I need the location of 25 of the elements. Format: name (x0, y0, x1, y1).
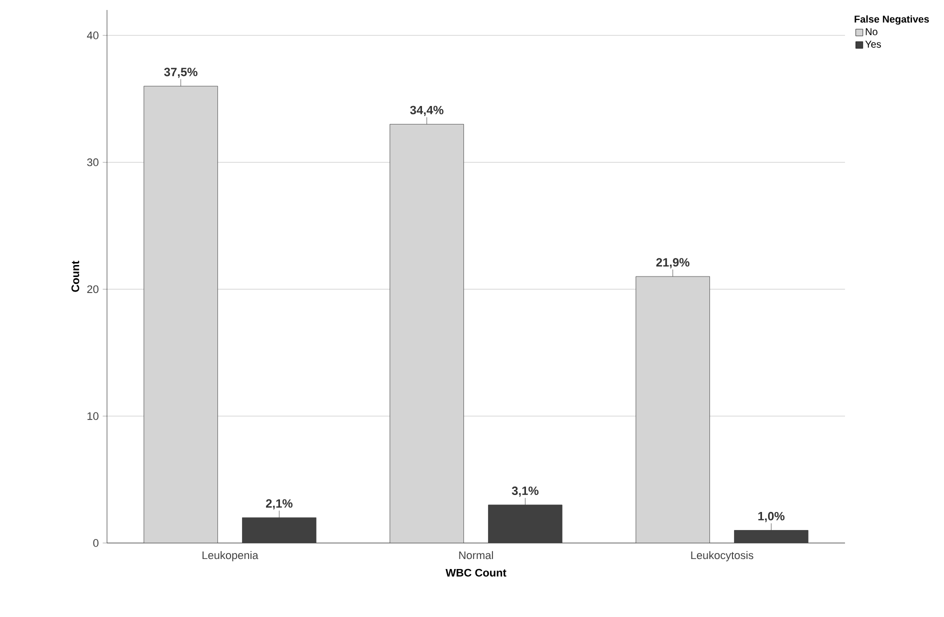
annotation: 3,1% (512, 486, 539, 497)
legend-title: False Negatives (854, 15, 929, 25)
x-tick-label: Leukocytosis (691, 551, 754, 562)
bar (144, 86, 218, 543)
x-tick-label: Leukopenia (202, 551, 258, 562)
legend-label: Yes (865, 40, 881, 48)
annotation: 2,1% (266, 499, 293, 510)
bar (636, 276, 710, 543)
x-tick-label: Normal (459, 551, 493, 560)
y-tick-label: 30 (87, 158, 98, 166)
x-axis-title: WBC Count (446, 568, 506, 577)
y-tick-label: 20 (87, 285, 98, 294)
annotation: 1,0% (758, 512, 785, 522)
bar (488, 504, 562, 543)
bar (390, 124, 464, 543)
annotation: 21,9% (656, 258, 690, 268)
y-tick-label: 40 (86, 32, 98, 40)
annotation: 34,4% (410, 106, 444, 116)
annotation: 37,5% (164, 68, 198, 78)
y-tick-label: 0 (93, 539, 98, 547)
y-axis-title: Count (71, 260, 80, 292)
y-tick-label: 10 (88, 412, 98, 420)
legend-label: No (866, 28, 878, 36)
bar (242, 517, 316, 543)
bar (734, 530, 808, 543)
